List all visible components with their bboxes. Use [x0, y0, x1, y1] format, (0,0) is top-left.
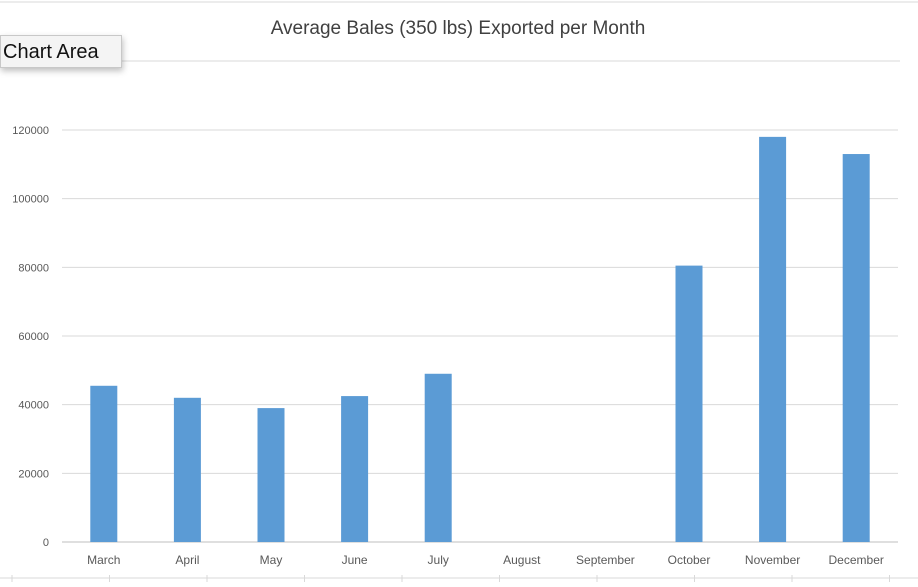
bottom-rule: [0, 575, 918, 582]
gridlines: [62, 129, 898, 543]
x-tick-label-may: May: [260, 553, 283, 567]
bar-march[interactable]: [90, 385, 118, 542]
chart-title: Average Bales (350 lbs) Exported per Mon…: [271, 18, 646, 39]
x-tick-label-november: November: [745, 553, 800, 567]
y-tick-label: 60000: [18, 331, 49, 343]
x-tick-label-december: December: [829, 553, 884, 567]
x-tick-label-june: June: [342, 553, 368, 567]
bar-december[interactable]: [842, 154, 870, 543]
y-axis-ticks: 0 20000 40000 60000 80000 100000 120000: [12, 125, 49, 549]
x-tick-label-august: August: [503, 553, 541, 567]
y-tick-label: 20000: [18, 468, 49, 480]
x-axis-ticks: March April May June July August September Octo…: [87, 553, 884, 567]
bar-may[interactable]: [257, 408, 285, 542]
chart-area-tooltip: Chart Area: [0, 35, 122, 68]
x-tick-label-october: October: [668, 553, 711, 567]
bar-october[interactable]: [675, 265, 703, 542]
bars: [90, 136, 870, 543]
y-tick-label: 100000: [12, 194, 49, 206]
y-tick-label: 80000: [18, 262, 49, 274]
bar-june[interactable]: [341, 396, 369, 542]
x-tick-label-march: March: [87, 553, 120, 567]
bar-november[interactable]: [759, 136, 787, 542]
x-tick-label-september: September: [576, 553, 635, 567]
y-tick-label: 40000: [18, 400, 49, 412]
y-tick-label: 0: [43, 537, 49, 549]
x-tick-label-july: July: [428, 553, 449, 567]
bar-july[interactable]: [424, 373, 452, 542]
bar-april[interactable]: [173, 397, 201, 542]
x-tick-label-april: April: [175, 553, 199, 567]
y-tick-label: 120000: [12, 125, 49, 137]
